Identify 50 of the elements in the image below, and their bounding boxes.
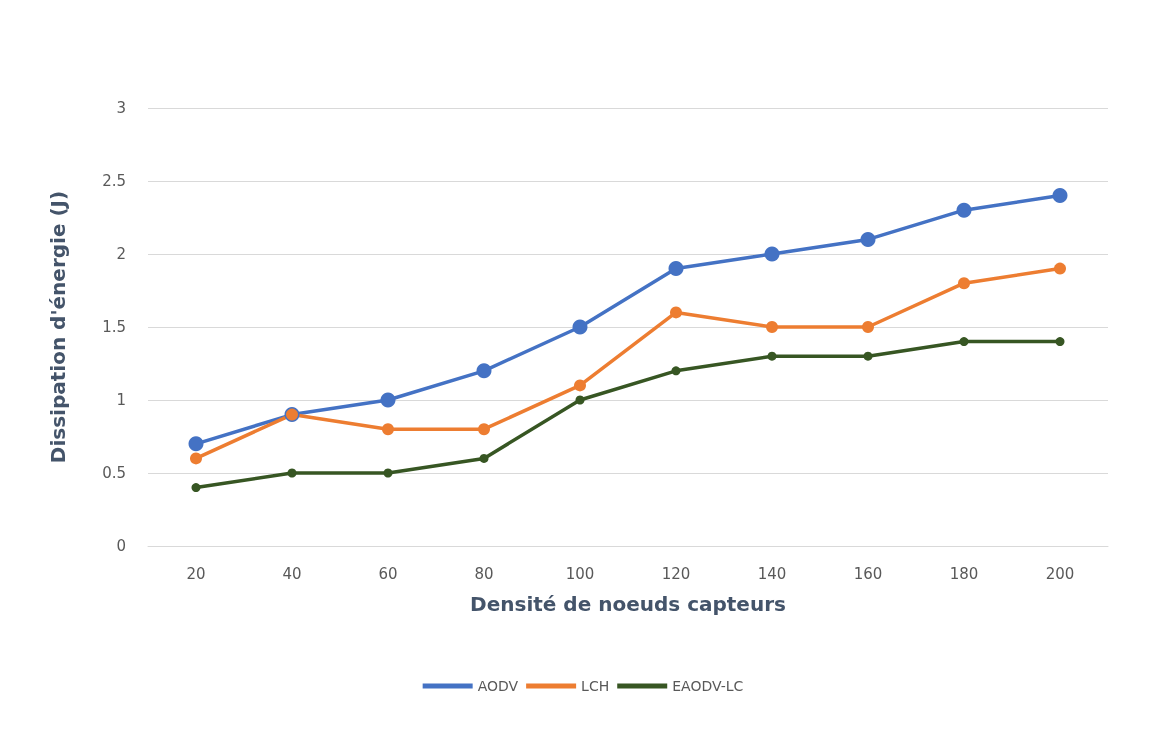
x-tick-label: 120 — [661, 564, 691, 583]
point — [668, 261, 684, 277]
point — [383, 468, 393, 478]
y-tick-label: 3 — [116, 99, 126, 117]
x-tick-label: 20 — [186, 564, 206, 583]
point — [575, 395, 585, 405]
point — [1054, 262, 1066, 275]
point — [478, 423, 490, 436]
x-tick-label: 140 — [757, 564, 787, 583]
point — [479, 453, 489, 463]
point — [380, 392, 396, 408]
point — [767, 351, 777, 361]
legend-label: LCH — [581, 678, 610, 694]
point — [191, 483, 201, 493]
y-tick-label: 0.5 — [102, 464, 126, 482]
x-tick-label: 100 — [565, 564, 595, 583]
point — [862, 321, 874, 333]
y-tick-label: 2 — [116, 245, 126, 263]
x-tick-label: 160 — [853, 564, 883, 583]
point — [959, 337, 969, 347]
point — [860, 231, 876, 247]
point — [572, 319, 588, 335]
point — [1055, 337, 1065, 347]
point — [863, 351, 873, 361]
x-tick-label: 180 — [949, 564, 979, 583]
x-tick-label: 60 — [378, 564, 398, 583]
x-tick-label: 200 — [1045, 564, 1075, 583]
point — [190, 452, 202, 465]
point — [1052, 188, 1068, 204]
legend-label: AODV — [477, 678, 519, 694]
y-tick-label: 1.5 — [102, 318, 126, 336]
point — [382, 423, 394, 436]
point — [476, 363, 492, 379]
point — [956, 202, 972, 218]
point — [764, 246, 780, 262]
x-axis-title: Densité de noeuds capteurs — [470, 592, 786, 616]
y-tick-label: 0 — [116, 537, 126, 555]
legend-label: EAODV-LC — [672, 678, 744, 694]
point — [188, 436, 204, 452]
point — [958, 277, 970, 290]
y-tick-label: 1 — [116, 391, 126, 409]
y-tick-label: 2.5 — [102, 172, 126, 190]
x-tick-label: 40 — [282, 564, 302, 583]
point — [671, 366, 681, 376]
point — [670, 306, 682, 319]
point — [287, 468, 297, 478]
x-tick-label: 80 — [474, 564, 494, 583]
point — [574, 379, 586, 392]
point — [766, 321, 778, 333]
y-axis-title: Dissipation d'énergie (J) — [46, 190, 70, 464]
